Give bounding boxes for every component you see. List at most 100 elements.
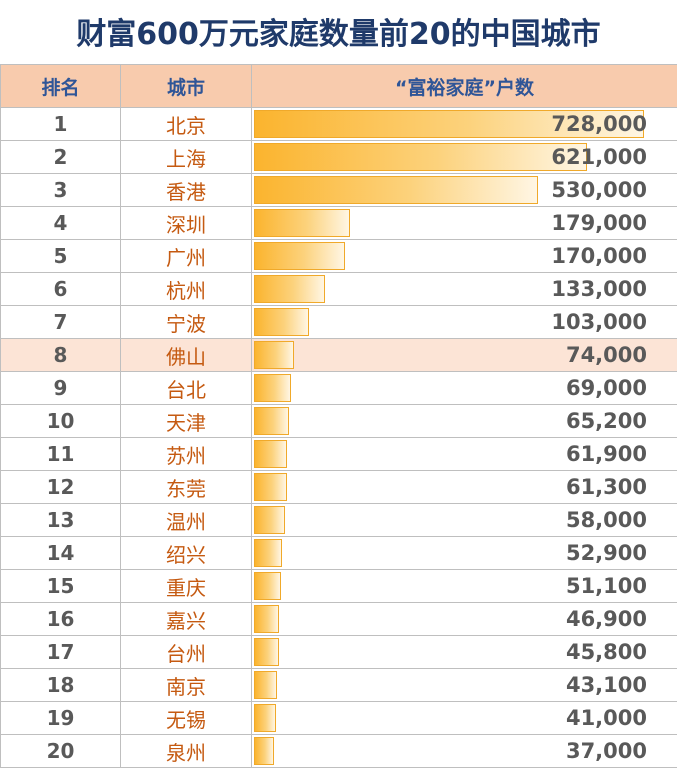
- bar-苏州: [254, 440, 287, 468]
- city-cell: 深圳: [120, 206, 252, 240]
- city-cell: 北京: [120, 107, 252, 141]
- data-label: 133,000: [551, 277, 647, 301]
- rank-cell: 10: [0, 404, 121, 438]
- city-cell: 无锡: [120, 701, 252, 735]
- data-label: 43,100: [565, 673, 647, 697]
- bar-天津: [254, 407, 289, 435]
- rank-cell: 11: [0, 437, 121, 471]
- value-cell: 65,200: [251, 404, 677, 438]
- value-cell: 41,000: [251, 701, 677, 735]
- value-cell: 52,900: [251, 536, 677, 570]
- rank-cell: 17: [0, 635, 121, 669]
- data-label: 621,000: [551, 145, 647, 169]
- data-label: 170,000: [551, 244, 647, 268]
- bar-无锡: [254, 704, 276, 732]
- data-label: 46,900: [565, 607, 647, 631]
- data-label: 37,000: [565, 739, 647, 763]
- value-cell: 179,000: [251, 206, 677, 240]
- bar-杭州: [254, 275, 325, 303]
- data-label: 51,100: [565, 574, 647, 598]
- value-cell: 45,800: [251, 635, 677, 669]
- header-value: “富裕家庭”户数: [251, 64, 677, 108]
- rank-cell: 19: [0, 701, 121, 735]
- table-row: 20 泉州 37,000: [0, 734, 677, 768]
- city-cell: 苏州: [120, 437, 252, 471]
- table-row: 11 苏州 61,900: [0, 437, 677, 471]
- value-cell: 69,000: [251, 371, 677, 405]
- data-label: 61,900: [565, 442, 647, 466]
- header-city: 城市: [120, 64, 252, 108]
- table-row: 3 香港 530,000: [0, 173, 677, 207]
- bar-香港: [254, 176, 538, 204]
- data-label: 61,300: [565, 475, 647, 499]
- data-label: 728,000: [551, 112, 647, 136]
- header-rank: 排名: [0, 64, 121, 108]
- city-cell: 重庆: [120, 569, 252, 603]
- table-row: 10 天津 65,200: [0, 404, 677, 438]
- rank-cell: 8: [0, 338, 121, 372]
- rank-cell: 3: [0, 173, 121, 207]
- bar-广州: [254, 242, 345, 270]
- data-label: 58,000: [565, 508, 647, 532]
- rank-cell: 7: [0, 305, 121, 339]
- city-cell: 嘉兴: [120, 602, 252, 636]
- city-cell: 东莞: [120, 470, 252, 504]
- rank-cell: 14: [0, 536, 121, 570]
- rank-cell: 18: [0, 668, 121, 702]
- value-cell: 43,100: [251, 668, 677, 702]
- table-row: 13 温州 58,000: [0, 503, 677, 537]
- city-cell: 绍兴: [120, 536, 252, 570]
- bar-宁波: [254, 308, 309, 336]
- table-row: 14 绍兴 52,900: [0, 536, 677, 570]
- city-cell: 佛山: [120, 338, 252, 372]
- table-row: 16 嘉兴 46,900: [0, 602, 677, 636]
- value-cell: 728,000: [251, 107, 677, 141]
- table-row: 6 杭州 133,000: [0, 272, 677, 306]
- table-row: 8 佛山 74,000: [0, 338, 677, 372]
- data-label: 41,000: [565, 706, 647, 730]
- city-cell: 天津: [120, 404, 252, 438]
- rank-cell: 13: [0, 503, 121, 537]
- value-cell: 51,100: [251, 569, 677, 603]
- city-cell: 广州: [120, 239, 252, 273]
- table-row: 1 北京 728,000: [0, 107, 677, 141]
- bar-上海: [254, 143, 587, 171]
- rank-cell: 16: [0, 602, 121, 636]
- table-row: 19 无锡 41,000: [0, 701, 677, 735]
- value-cell: 103,000: [251, 305, 677, 339]
- city-cell: 上海: [120, 140, 252, 174]
- rank-cell: 15: [0, 569, 121, 603]
- rank-cell: 9: [0, 371, 121, 405]
- table-row: 15 重庆 51,100: [0, 569, 677, 603]
- bar-南京: [254, 671, 277, 699]
- city-cell: 台北: [120, 371, 252, 405]
- bar-泉州: [254, 737, 274, 765]
- table-row: 7 宁波 103,000: [0, 305, 677, 339]
- bar-深圳: [254, 209, 350, 237]
- bar-重庆: [254, 572, 281, 600]
- chart-title: 财富600万元家庭数量前20的中国城市: [76, 17, 601, 52]
- table-row: 17 台州 45,800: [0, 635, 677, 669]
- rank-cell: 20: [0, 734, 121, 768]
- rank-cell: 6: [0, 272, 121, 306]
- bar-台州: [254, 638, 279, 666]
- data-label: 65,200: [565, 409, 647, 433]
- data-label: 530,000: [551, 178, 647, 202]
- value-cell: 58,000: [251, 503, 677, 537]
- rank-cell: 4: [0, 206, 121, 240]
- rank-cell: 12: [0, 470, 121, 504]
- bar-佛山: [254, 341, 294, 369]
- value-cell: 170,000: [251, 239, 677, 273]
- table-row: 4 深圳 179,000: [0, 206, 677, 240]
- header-row: 排名 城市 “富裕家庭”户数: [0, 64, 677, 108]
- value-cell: 133,000: [251, 272, 677, 306]
- bar-嘉兴: [254, 605, 279, 633]
- value-cell: 74,000: [251, 338, 677, 372]
- bar-绍兴: [254, 539, 282, 567]
- value-cell: 37,000: [251, 734, 677, 768]
- city-cell: 杭州: [120, 272, 252, 306]
- bar-台北: [254, 374, 291, 402]
- bar-东莞: [254, 473, 287, 501]
- data-label: 74,000: [565, 343, 647, 367]
